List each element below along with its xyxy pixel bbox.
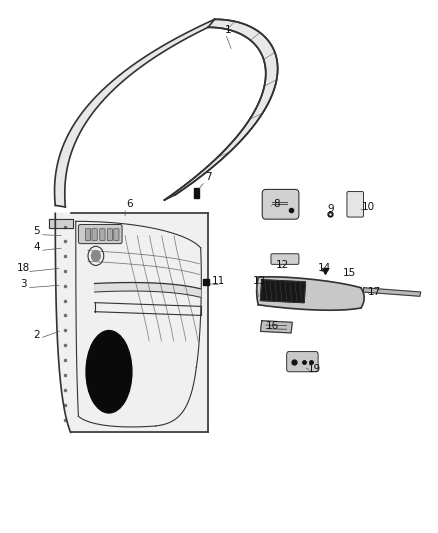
Text: 15: 15 <box>343 269 356 278</box>
Polygon shape <box>95 282 201 297</box>
Polygon shape <box>194 188 199 198</box>
FancyBboxPatch shape <box>100 229 105 240</box>
Polygon shape <box>261 321 292 333</box>
Text: 14: 14 <box>318 263 331 273</box>
Text: 9: 9 <box>327 204 334 214</box>
Text: 1: 1 <box>224 25 231 35</box>
Polygon shape <box>71 213 208 432</box>
Text: 7: 7 <box>205 172 212 182</box>
Text: 5: 5 <box>33 226 40 236</box>
Text: 8: 8 <box>273 199 280 209</box>
FancyBboxPatch shape <box>262 189 299 219</box>
Text: 18: 18 <box>17 263 30 273</box>
FancyBboxPatch shape <box>271 254 299 264</box>
Text: 16: 16 <box>265 321 279 331</box>
Text: 19: 19 <box>307 364 321 374</box>
Polygon shape <box>261 280 305 303</box>
FancyBboxPatch shape <box>78 224 122 244</box>
Ellipse shape <box>86 330 132 413</box>
Text: 4: 4 <box>33 242 40 252</box>
FancyBboxPatch shape <box>92 229 97 240</box>
FancyBboxPatch shape <box>85 229 91 240</box>
FancyBboxPatch shape <box>287 352 318 372</box>
Text: 17: 17 <box>367 287 381 297</box>
Text: 3: 3 <box>20 279 27 289</box>
Polygon shape <box>49 219 73 228</box>
Circle shape <box>92 251 100 261</box>
Text: 11: 11 <box>212 277 225 286</box>
Text: 10: 10 <box>362 202 375 212</box>
Polygon shape <box>55 213 71 432</box>
Text: 2: 2 <box>33 329 40 340</box>
FancyBboxPatch shape <box>347 191 364 217</box>
Polygon shape <box>164 19 278 200</box>
Text: 6: 6 <box>126 199 133 209</box>
Polygon shape <box>55 19 215 207</box>
Polygon shape <box>363 288 421 296</box>
FancyBboxPatch shape <box>114 229 119 240</box>
Polygon shape <box>257 277 364 310</box>
Text: 13: 13 <box>253 277 266 286</box>
FancyBboxPatch shape <box>107 229 113 240</box>
Text: 12: 12 <box>276 261 289 270</box>
